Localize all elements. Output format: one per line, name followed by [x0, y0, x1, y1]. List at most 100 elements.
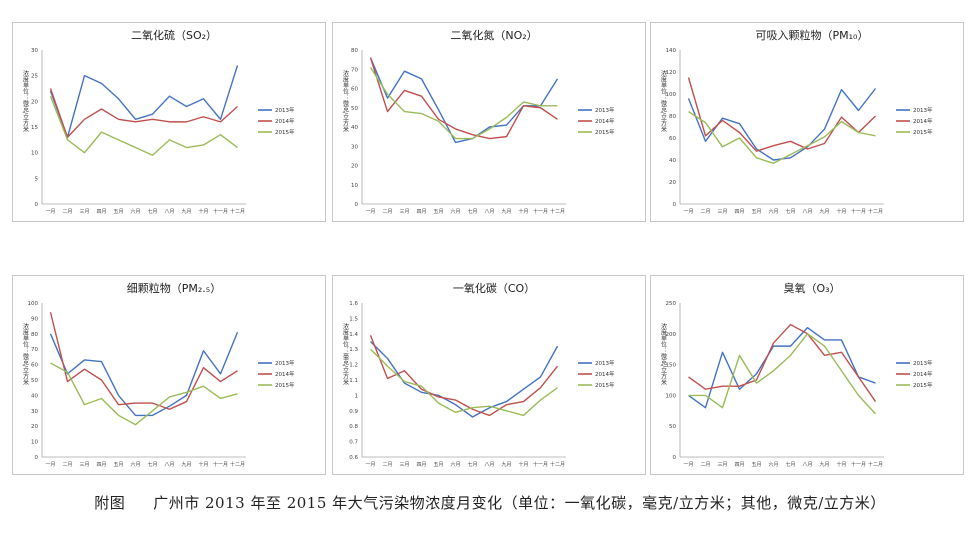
line-chart-svg: 二氧化硫（SO₂） 浓度单位：微克/立方米 0 5 10 15 20 25 30 一月 二月 三月 四月…: [12, 22, 326, 222]
x-tick-label: 五月: [751, 462, 761, 468]
x-tick-label: 十二月: [550, 461, 565, 468]
legend-entry: 2015年: [275, 128, 295, 136]
x-tick-label: 九月: [819, 461, 829, 468]
series-line-2014年: [49, 312, 238, 410]
series-line-2015年: [50, 362, 238, 426]
legend-entry: 2015年: [595, 381, 615, 389]
y-tick-label: 70: [351, 67, 358, 73]
x-tick-label: 十月: [518, 461, 528, 468]
x-tick-label: 六月: [130, 461, 140, 468]
x-tick-label: 十月: [198, 208, 208, 215]
line-chart-svg: 一氧化碳（CO） 浓度单位：毫克/立方米 0.6 0.7 0.8 0.9 1 1.1 1.2 1.…: [332, 275, 646, 475]
chart-title: 一氧化碳（CO）: [453, 281, 535, 295]
legend-entry: 2015年: [275, 381, 295, 389]
series-line-2014年: [687, 77, 876, 152]
x-tick-label: 一月: [365, 209, 375, 215]
x-tick-label: 十一月: [213, 208, 228, 215]
chart-panel: 一氧化碳（CO） 浓度单位：毫克/立方米 0.6 0.7 0.8 0.9 1 1.1 1.2 1.…: [332, 275, 646, 475]
chart-title: 二氧化硫（SO₂）: [131, 28, 217, 42]
x-tick-label: 一月: [45, 462, 55, 468]
legend-entry: 2013年: [275, 359, 295, 367]
y-tick-label: 20: [669, 180, 676, 186]
legend-entry: 2014年: [595, 117, 615, 125]
legend-entry: 2013年: [275, 106, 295, 114]
x-tick-label: 十二月: [230, 208, 245, 215]
x-tick-label: 三月: [399, 462, 409, 468]
series-line-2014年: [369, 57, 558, 140]
line-chart-svg: 细颗粒物（PM₂.₅） 浓度单位：微克/立方米 0 10 20 30 40 50 60 70 80 9…: [12, 275, 326, 475]
chart-title: 二氧化氮（NO₂）: [450, 28, 537, 42]
x-tick-label: 十月: [198, 461, 208, 468]
chart-frame: [332, 275, 646, 475]
x-tick-label: 三月: [399, 209, 409, 215]
legend-entry: 2014年: [913, 117, 933, 125]
figure-caption-text: 广州市 2013 年至 2015 年大气污染物浓度月变化（单位：一氧化碳，毫克/…: [153, 494, 886, 512]
x-tick-label: 三月: [717, 209, 727, 215]
x-tick-label: 八月: [802, 462, 812, 468]
series-line-2015年: [688, 333, 877, 415]
y-tick-label: 20: [31, 99, 38, 105]
x-tick-label: 五月: [113, 462, 123, 468]
y-tick-label: 120: [666, 70, 677, 76]
y-tick-label: 0.9: [349, 409, 358, 415]
x-tick-label: 一月: [683, 462, 693, 468]
series-line-2013年: [49, 331, 239, 417]
y-tick-label: 10: [351, 183, 358, 189]
x-tick-label: 五月: [113, 209, 123, 215]
x-tick-label: 四月: [96, 209, 106, 215]
y-tick-label: 0.8: [349, 424, 358, 430]
x-tick-label: 七月: [147, 208, 157, 215]
x-tick-label: 七月: [147, 461, 157, 468]
chart-frame: [650, 275, 964, 475]
y-axis-label: 浓度单位：微克/立方米: [660, 69, 667, 133]
x-tick-label: 一月: [683, 209, 693, 215]
y-tick-label: 50: [31, 378, 38, 384]
legend-entry: 2014年: [275, 370, 295, 378]
y-tick-label: 90: [31, 316, 38, 322]
series-line-2015年: [688, 111, 876, 165]
chart-title: 可吸入颗粒物（PM₁₀）: [756, 28, 869, 42]
x-tick-label: 九月: [181, 461, 191, 468]
line-chart-svg: 可吸入颗粒物（PM₁₀） 浓度单位：微克/立方米 0 20 40 60 80 100 120 14…: [650, 22, 964, 222]
chart-panel: 二氧化硫（SO₂） 浓度单位：微克/立方米 0 5 10 15 20 25 30 一月 二月 三月 四月…: [12, 22, 326, 222]
chart-frame: [650, 22, 964, 222]
y-tick-label: 150: [666, 363, 677, 369]
x-tick-label: 五月: [433, 462, 443, 468]
figure-caption: 附图 广州市 2013 年至 2015 年大气污染物浓度月变化（单位：一氧化碳，毫…: [0, 492, 980, 513]
y-tick-label: 30: [31, 48, 38, 54]
x-tick-label: 十一月: [851, 208, 866, 215]
chart-panel: 臭氧（O₃） 浓度单位：微克/立方米 0 50 100 150 200 250 一月 二月 三月 四月…: [650, 275, 964, 475]
x-tick-label: 二月: [62, 462, 72, 468]
y-tick-label: 0.7: [349, 440, 358, 446]
y-tick-label: 200: [666, 332, 677, 338]
series-line-2013年: [49, 65, 239, 138]
x-tick-label: 十月: [518, 208, 528, 215]
y-tick-label: 1.4: [349, 332, 358, 338]
y-tick-label: 50: [351, 106, 358, 112]
y-tick-label: 60: [31, 363, 38, 369]
x-tick-label: 八月: [484, 462, 494, 468]
series-line-2015年: [370, 348, 558, 417]
y-tick-label: 100: [28, 301, 39, 307]
legend-entry: 2013年: [913, 359, 933, 367]
x-tick-label: 三月: [717, 462, 727, 468]
x-tick-label: 六月: [768, 461, 778, 468]
chart-panel: 二氧化氮（NO₂） 浓度单位：微克/立方米 0 10 20 30 40 50 60 70 80 一月 二…: [332, 22, 646, 222]
y-tick-label: 10: [31, 151, 38, 157]
y-tick-label: 100: [666, 92, 677, 98]
chart-panel: 可吸入颗粒物（PM₁₀） 浓度单位：微克/立方米 0 20 40 60 80 100 120 14…: [650, 22, 964, 222]
x-tick-label: 十一月: [533, 461, 548, 468]
series-line-2014年: [369, 335, 559, 417]
line-chart-svg: 臭氧（O₃） 浓度单位：微克/立方米 0 50 100 150 200 250 一月 二月 三月 四月…: [650, 275, 964, 475]
legend-entry: 2014年: [595, 370, 615, 378]
y-tick-label: 1: [355, 393, 359, 399]
x-tick-label: 九月: [501, 208, 511, 215]
y-tick-label: 15: [31, 125, 38, 131]
chart-title: 细颗粒物（PM₂.₅）: [127, 281, 221, 295]
y-tick-label: 20: [31, 424, 38, 430]
y-tick-label: 5: [35, 176, 39, 182]
legend-entry: 2014年: [275, 117, 295, 125]
y-tick-label: 1.2: [349, 363, 358, 369]
x-tick-label: 十一月: [213, 461, 228, 468]
x-tick-label: 一月: [365, 462, 375, 468]
